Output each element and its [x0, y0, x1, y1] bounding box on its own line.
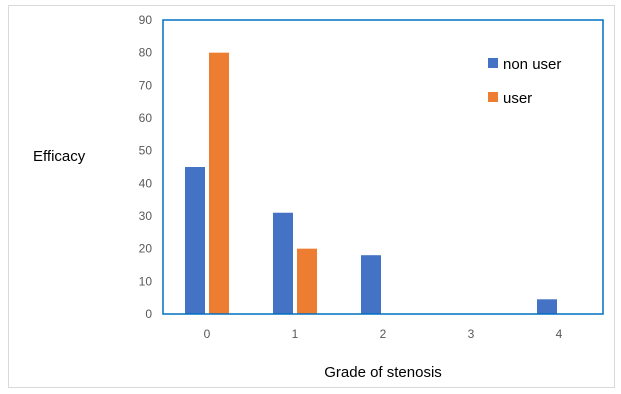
bar-user-1 — [297, 248, 317, 314]
bar-non-user-0 — [185, 167, 205, 314]
bar-non-user-4 — [537, 299, 557, 314]
y-tick-label: 90 — [139, 13, 153, 27]
y-tick-label: 10 — [139, 274, 153, 288]
x-tick-label: 0 — [204, 327, 211, 341]
legend-swatch-non-user — [488, 58, 498, 68]
y-tick-label: 0 — [145, 307, 152, 321]
y-tick-label: 30 — [139, 209, 153, 223]
chart-frame — [8, 5, 615, 388]
x-tick-label: 3 — [468, 327, 475, 341]
legend-label-user: user — [503, 90, 532, 107]
y-axis-ticks: 0 10 20 30 40 50 60 70 80 90 — [139, 13, 153, 321]
x-tick-label: 4 — [556, 327, 563, 341]
legend-label-non-user: non user — [503, 56, 561, 73]
x-axis-ticks: 0 1 2 3 4 — [204, 327, 563, 341]
plot-area-border — [162, 19, 604, 315]
y-tick-label: 70 — [139, 78, 153, 92]
y-tick-label: 40 — [139, 176, 153, 190]
bar-user-0 — [209, 52, 229, 315]
bar-non-user-1 — [273, 212, 293, 314]
y-axis-title: Efficacy — [33, 148, 86, 165]
x-tick-label: 1 — [292, 327, 299, 341]
legend-swatch-user — [488, 92, 498, 102]
y-tick-label: 60 — [139, 111, 153, 125]
x-axis-title: Grade of stenosis — [324, 364, 442, 381]
legend: non user user — [488, 56, 561, 107]
bars — [185, 52, 557, 315]
y-tick-label: 20 — [139, 242, 153, 256]
y-tick-label: 50 — [139, 144, 153, 158]
x-tick-label: 2 — [380, 327, 387, 341]
y-tick-label: 80 — [139, 46, 153, 60]
bar-non-user-2 — [361, 255, 381, 314]
